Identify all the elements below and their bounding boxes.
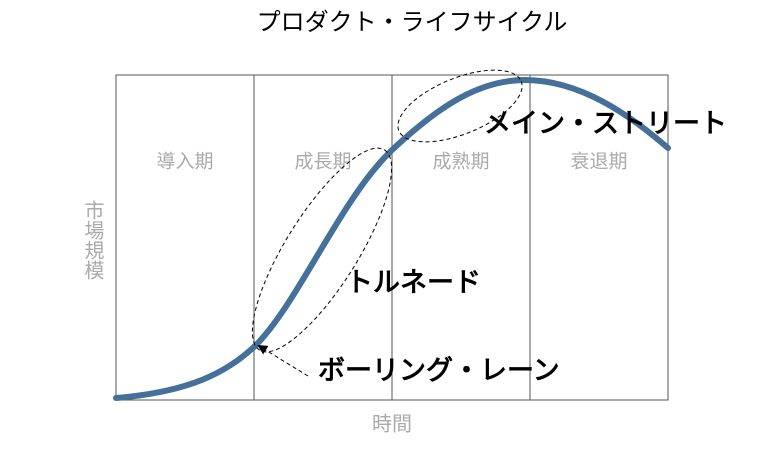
- annotation: ボーリング・レーン: [318, 355, 560, 387]
- annotation: メイン・ストリート: [484, 109, 727, 140]
- stage-label: 導入期: [156, 151, 213, 173]
- annotation: トルネード: [346, 268, 481, 299]
- x-axis-label: 時間: [372, 412, 412, 436]
- stage-label: 成長期: [294, 151, 351, 173]
- stage-label: 成熟期: [432, 151, 489, 173]
- y-axis-label: 市場規模: [81, 200, 105, 280]
- title: プロダクト・ライフサイクル: [257, 8, 568, 36]
- main-street-ellipse: [397, 69, 523, 143]
- bowling-arrow: [257, 344, 309, 377]
- lifecycle-curve: [113, 76, 671, 401]
- stage-label: 衰退期: [570, 151, 627, 173]
